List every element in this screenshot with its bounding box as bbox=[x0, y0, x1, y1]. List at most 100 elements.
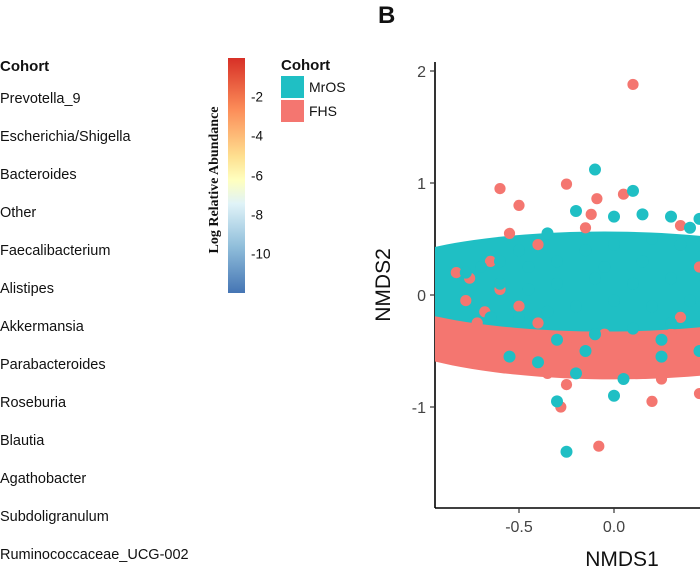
colorbar-tick-label: -4 bbox=[251, 128, 264, 144]
mros-point bbox=[665, 210, 677, 223]
fhs-point bbox=[627, 339, 639, 351]
mros-point bbox=[459, 266, 472, 279]
legend-label-fhs: FHS bbox=[309, 103, 337, 119]
mros-point bbox=[551, 395, 563, 408]
mros-point bbox=[636, 208, 649, 221]
colorbar-tick-label: -2 bbox=[251, 89, 264, 105]
colorbar-tick-label: -10 bbox=[251, 246, 271, 262]
fhs-point bbox=[591, 193, 603, 205]
y-tick-label: 2 bbox=[417, 64, 426, 81]
colorbar-tick bbox=[245, 97, 249, 99]
y-axis-label: NMDS2 bbox=[372, 248, 395, 322]
fhs-point bbox=[509, 339, 521, 351]
mros-point bbox=[541, 305, 554, 318]
legend-key-mros bbox=[281, 76, 304, 98]
fhs-point bbox=[570, 339, 582, 351]
mros-point bbox=[560, 445, 573, 458]
fhs-point bbox=[460, 295, 472, 307]
taxon-label: Agathobacter bbox=[0, 471, 87, 487]
mros-point bbox=[579, 244, 592, 257]
mros-point bbox=[579, 345, 592, 357]
taxon-label: Escherichia/Shigella bbox=[0, 129, 131, 145]
taxon-label: Subdoligranulum bbox=[0, 509, 109, 525]
mros-point bbox=[608, 389, 620, 402]
mros-point bbox=[513, 311, 525, 324]
fhs-point bbox=[579, 222, 592, 234]
taxon-label: Roseburia bbox=[0, 395, 67, 411]
mros-point bbox=[598, 261, 611, 273]
fhs-point bbox=[494, 183, 506, 195]
fhs-point bbox=[513, 199, 525, 211]
fhs-point bbox=[665, 328, 677, 340]
taxon-label: Other bbox=[0, 205, 37, 221]
mros-point bbox=[589, 272, 601, 285]
legend-title: Cohort bbox=[281, 57, 331, 74]
mros-point bbox=[674, 238, 687, 251]
taxon-label: Bacteroides bbox=[0, 167, 77, 183]
mros-point bbox=[608, 294, 620, 307]
mros-point bbox=[494, 277, 506, 290]
mros-point bbox=[570, 300, 582, 313]
mros-point bbox=[522, 283, 535, 296]
fhs-point bbox=[522, 356, 535, 368]
fhs-point bbox=[574, 358, 586, 371]
mros-point bbox=[589, 328, 601, 341]
mros-point bbox=[693, 212, 700, 225]
fhs-point bbox=[484, 255, 497, 267]
fhs-point bbox=[646, 395, 658, 407]
fhs-point bbox=[585, 208, 597, 220]
fhs-point bbox=[598, 328, 611, 340]
mros-point bbox=[627, 184, 639, 197]
y-tick-label: 0 bbox=[417, 288, 426, 305]
mros-point bbox=[636, 255, 649, 268]
fhs-point bbox=[503, 227, 516, 239]
mros-point bbox=[541, 227, 554, 240]
mros-point bbox=[627, 277, 639, 290]
fhs-point bbox=[513, 300, 525, 312]
colorbar-tick bbox=[245, 214, 249, 216]
fhs-point bbox=[627, 78, 639, 91]
x-tick-label: 0.0 bbox=[603, 519, 625, 536]
fhs-point bbox=[674, 311, 687, 323]
fhs-point bbox=[684, 356, 696, 368]
taxon-label: Ruminococcaceae_UCG-002 bbox=[0, 547, 189, 563]
fhs-point bbox=[665, 351, 677, 363]
colorbar bbox=[228, 58, 245, 293]
mros-point bbox=[608, 238, 620, 251]
colorbar-tick bbox=[245, 136, 249, 138]
fhs-point bbox=[655, 373, 668, 385]
fhs-point bbox=[674, 219, 687, 232]
mros-point bbox=[646, 300, 658, 313]
fhs-point bbox=[471, 317, 483, 329]
fhs-point bbox=[636, 362, 649, 374]
fhs-point bbox=[560, 379, 573, 391]
fhs-point bbox=[617, 356, 630, 368]
legend-key-fhs bbox=[281, 100, 304, 122]
scatter-points bbox=[435, 78, 700, 458]
colorbar-tick bbox=[245, 175, 249, 177]
mros-point bbox=[655, 350, 668, 363]
fhs-point bbox=[541, 367, 554, 379]
mros-point bbox=[570, 205, 582, 217]
mros-point bbox=[684, 294, 696, 307]
fhs-point bbox=[450, 267, 462, 279]
colorbar-tick-label: -8 bbox=[251, 207, 264, 223]
mros-point bbox=[513, 244, 525, 257]
fhs-point bbox=[589, 351, 601, 363]
fhs-point bbox=[532, 317, 544, 329]
mros-point bbox=[503, 350, 516, 363]
x-tick-label: -0.5 bbox=[505, 519, 533, 536]
taxon-label: Alistipes bbox=[0, 281, 54, 297]
y-tick-label: 1 bbox=[417, 176, 426, 193]
legend-label-mros: MrOS bbox=[309, 79, 346, 95]
colorbar-tick bbox=[245, 253, 249, 255]
mros-point bbox=[551, 277, 563, 290]
mros-point bbox=[589, 163, 601, 176]
mros-point bbox=[646, 233, 658, 245]
mros-point bbox=[551, 333, 563, 346]
mros-point bbox=[551, 255, 563, 268]
taxon-label: Faecalibacterium bbox=[0, 243, 111, 259]
taxon-label: Parabacteroides bbox=[0, 357, 106, 373]
mros-point bbox=[484, 311, 497, 324]
